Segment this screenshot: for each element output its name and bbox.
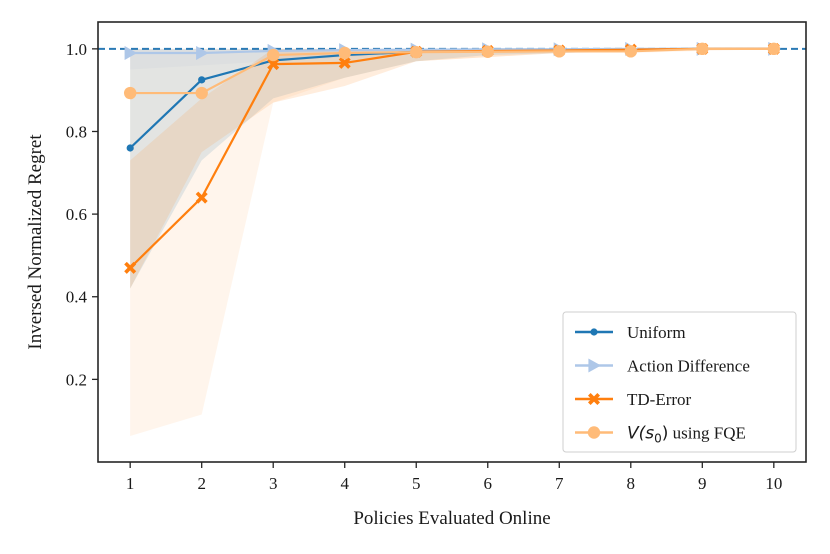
legend-box — [562, 311, 797, 453]
data-point-s1-1 — [196, 45, 209, 60]
x-tick-label: 3 — [269, 474, 278, 493]
legend-marker — [587, 426, 601, 439]
series-lines — [129, 47, 774, 269]
legend-label-0: Uniform — [627, 323, 686, 342]
data-point-s3-3 — [338, 46, 351, 60]
y-tick-label: 0.2 — [66, 370, 87, 389]
x-tick-label: 7 — [555, 474, 564, 493]
legend-label-3: V(s0) using FQE — [627, 424, 746, 446]
x-tick-label: 2 — [197, 474, 206, 493]
data-point-s3-7 — [624, 45, 637, 58]
legend-label-1: Action Difference — [627, 357, 750, 376]
band-series-0 — [130, 48, 774, 289]
legend-marker — [590, 328, 598, 336]
x-axis-ticks: 1 2 3 4 5 6 7 8 9 10 — [126, 462, 782, 493]
x-tick-label: 6 — [484, 474, 493, 493]
x-tick-label: 4 — [340, 474, 349, 493]
plot-frame — [97, 21, 807, 463]
x-tick-label: 10 — [765, 474, 782, 493]
x-tick-label: 1 — [126, 474, 135, 493]
data-point-s3-8 — [696, 42, 709, 56]
y-tick-label: 0.8 — [66, 122, 87, 141]
data-point-s3-9 — [767, 42, 781, 56]
data-point-s1-0 — [124, 45, 138, 60]
data-point-s2-0 — [124, 261, 137, 274]
data-point-s2-2 — [267, 58, 280, 71]
legend: Uniform Action Difference TD-Error V(s0) us… — [562, 311, 797, 453]
series-markers — [123, 41, 781, 274]
data-point-s3-5 — [481, 45, 494, 58]
y-tick-label: 1.0 — [66, 40, 87, 59]
data-point-s2-1 — [195, 191, 208, 204]
x-tick-label: 5 — [412, 474, 421, 493]
data-point-s3-0 — [123, 86, 137, 100]
data-point-s2-3 — [338, 56, 351, 69]
legend-marker — [588, 393, 600, 405]
x-axis-label: Policies Evaluated Online — [353, 508, 550, 529]
data-point-s3-4 — [410, 45, 423, 59]
data-point-s3-1 — [195, 86, 208, 100]
series-line-3 — [130, 47, 774, 95]
data-point-s3-6 — [553, 45, 566, 58]
data-point-s0-1 — [198, 76, 206, 84]
data-point-s0-0 — [126, 144, 134, 152]
x-tick-label: 8 — [627, 474, 636, 493]
data-point-s3-2 — [267, 48, 280, 62]
y-tick-label: 0.4 — [66, 288, 88, 307]
legend-label-2: TD-Error — [627, 390, 692, 409]
legend-marker — [588, 358, 601, 373]
y-tick-label: 0.6 — [66, 205, 87, 224]
x-tick-label: 9 — [698, 474, 707, 493]
y-axis-ticks: 0.2 0.4 0.6 0.8 1.0 — [66, 40, 98, 389]
y-axis-label: Inversed Normalized Regret — [25, 134, 46, 350]
